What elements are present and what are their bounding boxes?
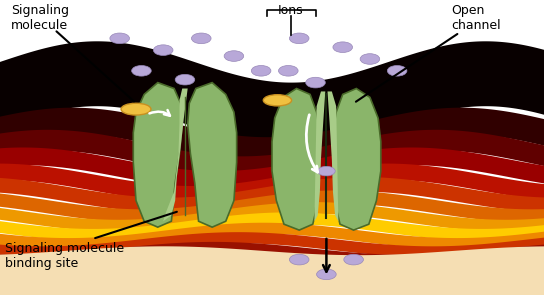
Polygon shape: [0, 164, 544, 202]
Circle shape: [360, 54, 380, 64]
Polygon shape: [0, 148, 544, 189]
Polygon shape: [0, 242, 544, 266]
Circle shape: [387, 65, 407, 76]
Circle shape: [153, 45, 173, 55]
Text: Open
channel: Open channel: [452, 4, 501, 32]
Polygon shape: [272, 88, 320, 230]
Circle shape: [344, 254, 363, 265]
Circle shape: [175, 74, 195, 85]
Circle shape: [224, 51, 244, 61]
Polygon shape: [133, 83, 182, 227]
Polygon shape: [327, 91, 338, 221]
Circle shape: [289, 254, 309, 265]
Text: Signaling
molecule: Signaling molecule: [11, 4, 69, 32]
Polygon shape: [0, 251, 544, 274]
Circle shape: [306, 77, 325, 88]
Polygon shape: [0, 130, 544, 177]
Circle shape: [318, 166, 335, 176]
Polygon shape: [333, 88, 381, 230]
Circle shape: [279, 65, 298, 76]
Polygon shape: [0, 108, 544, 164]
Circle shape: [289, 33, 309, 44]
Polygon shape: [0, 232, 544, 258]
Polygon shape: [0, 246, 544, 295]
Circle shape: [191, 33, 211, 44]
Polygon shape: [0, 223, 544, 249]
Circle shape: [110, 33, 129, 44]
Polygon shape: [188, 83, 237, 227]
Ellipse shape: [263, 95, 292, 106]
Ellipse shape: [121, 103, 151, 115]
Polygon shape: [0, 177, 544, 212]
Circle shape: [251, 65, 271, 76]
Circle shape: [333, 42, 353, 53]
Polygon shape: [0, 202, 544, 232]
Circle shape: [317, 269, 336, 280]
Polygon shape: [314, 91, 325, 221]
Text: Ions: Ions: [278, 4, 304, 17]
Polygon shape: [163, 88, 188, 221]
Text: Signaling molecule
binding site: Signaling molecule binding site: [5, 242, 125, 270]
Circle shape: [132, 65, 151, 76]
Polygon shape: [0, 41, 544, 148]
Polygon shape: [0, 191, 544, 222]
Polygon shape: [0, 212, 544, 241]
